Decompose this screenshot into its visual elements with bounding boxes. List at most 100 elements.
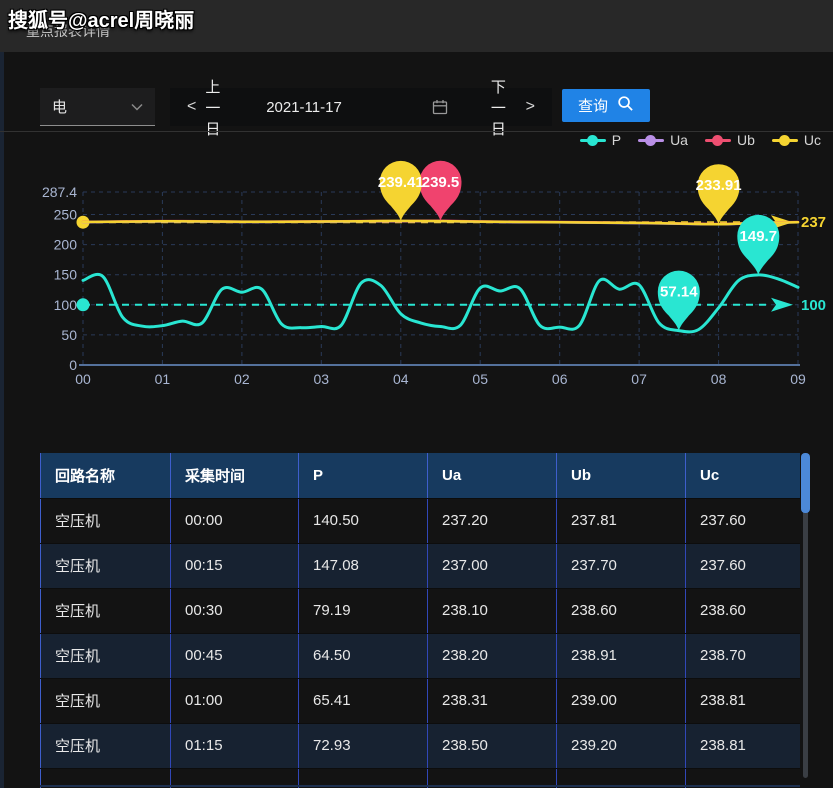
- type-select[interactable]: 电: [40, 88, 155, 126]
- y-axis-label: 50: [61, 327, 77, 343]
- prev-day-button[interactable]: < 上一日: [170, 79, 248, 138]
- marker-pin-Uc-max: 239.41: [378, 160, 424, 221]
- table-cell: 空压机: [40, 588, 171, 634]
- table-cell: 238.10: [427, 588, 557, 634]
- table-cell: 237.60: [685, 498, 800, 544]
- marker-pin-P-min: 57.14: [657, 270, 700, 331]
- y-axis-label: 150: [54, 267, 78, 283]
- table-body: 空压机 00:00 140.50 237.20 237.81 237.60 空压机 00:15…: [40, 498, 800, 788]
- table-cell: 64.50: [298, 633, 428, 679]
- table-cell: 147.08: [298, 543, 428, 589]
- table-cell: 237.20: [427, 498, 557, 544]
- legend-swatch: [704, 134, 731, 146]
- y-axis-label: 200: [54, 237, 78, 253]
- report-table: 回路名称 采集时间 P Ua Ub Uc 空压机 00:00 140.50 237.20 237.…: [40, 453, 800, 788]
- calendar-icon[interactable]: [432, 99, 448, 115]
- legend-swatch: [771, 134, 798, 146]
- left-edge-strip: [0, 52, 4, 788]
- x-axis-label: 00: [75, 371, 91, 387]
- x-axis-label: 04: [393, 371, 409, 387]
- legend-item-Uc[interactable]: Uc: [771, 132, 821, 148]
- table-bottom-border: [40, 785, 800, 787]
- column-header: Uc: [685, 453, 800, 499]
- table-cell: 01:15: [170, 723, 299, 769]
- column-header: 采集时间: [170, 453, 299, 499]
- column-header: Ua: [427, 453, 557, 499]
- table-cell: [685, 768, 800, 788]
- marker-pin-Uc-min: 233.91: [696, 164, 742, 225]
- table-head: 回路名称 采集时间 P Ua Ub Uc: [40, 453, 800, 499]
- table-cell: 238.81: [685, 678, 800, 724]
- table-cell: 空压机: [40, 498, 171, 544]
- x-axis-label: 09: [790, 371, 806, 387]
- report-table-wrap: 回路名称 采集时间 P Ua Ub Uc 空压机 00:00 140.50 237.20 237.…: [40, 453, 800, 788]
- table-cell: 237.70: [556, 543, 686, 589]
- table-row: 空压机 00:30 79.19 238.10 238.60 238.60: [40, 588, 800, 634]
- y-axis-label: 100: [54, 297, 78, 313]
- date-navigation: < 上一日 2021-11-17 下一日 >: [170, 79, 552, 138]
- legend-item-Ua[interactable]: Ua: [638, 132, 688, 148]
- column-header: 回路名称: [40, 453, 171, 499]
- x-axis-label: 08: [711, 371, 727, 387]
- table-cell: [427, 768, 557, 788]
- avg-line-start-dot: [76, 298, 90, 312]
- search-button[interactable]: 查询: [562, 89, 650, 122]
- table-cell: 空压机: [40, 723, 171, 769]
- x-axis-label: 01: [155, 371, 171, 387]
- date-picker-input[interactable]: 2021-11-17: [248, 88, 360, 126]
- legend-label: Ub: [736, 132, 755, 148]
- legend-label: P: [611, 132, 622, 148]
- legend-item-Ub[interactable]: Ub: [704, 132, 755, 148]
- table-cell: [298, 768, 428, 788]
- scrollbar-track[interactable]: [803, 458, 808, 778]
- svg-text:239.5: 239.5: [422, 174, 460, 191]
- table-cell: [556, 768, 686, 788]
- x-axis-label: 07: [631, 371, 647, 387]
- table-cell: 238.50: [427, 723, 557, 769]
- watermark: 搜狐号@acrel周晓丽: [8, 10, 195, 32]
- column-header: P: [298, 453, 428, 499]
- table-cell: [170, 768, 299, 788]
- toolbar-divider: [0, 131, 833, 132]
- table-cell: 00:30: [170, 588, 299, 634]
- table-row: 空压机 00:15 147.08 237.00 237.70 237.60: [40, 543, 800, 589]
- next-day-button[interactable]: 下一日 >: [474, 79, 552, 138]
- table-cell: [40, 768, 171, 788]
- chart-legend: P Ua Ub Uc: [579, 132, 821, 148]
- table-row: 空压机 00:45 64.50 238.20 238.91 238.70: [40, 633, 800, 679]
- x-axis-label: 06: [552, 371, 568, 387]
- table-cell: 238.31: [427, 678, 557, 724]
- chevron-left-icon: <: [187, 98, 197, 115]
- prev-day-label: 上一日: [205, 78, 221, 138]
- page-title: 重点报表详情: [26, 23, 110, 39]
- legend-label: Uc: [803, 132, 821, 148]
- type-select-value: 电: [52, 99, 68, 116]
- search-button-label: 查询: [577, 98, 608, 115]
- table-cell: 00:15: [170, 543, 299, 589]
- table-cell: 00:00: [170, 498, 299, 544]
- scrollbar-thumb[interactable]: [801, 453, 810, 513]
- table-cell: 238.20: [427, 633, 557, 679]
- chevron-right-icon: >: [525, 98, 536, 115]
- table-cell: 238.70: [685, 633, 800, 679]
- table-cell: 237.00: [427, 543, 557, 589]
- svg-text:149.7: 149.7: [740, 228, 778, 245]
- legend-swatch: [579, 134, 606, 146]
- table-cell: 140.50: [298, 498, 428, 544]
- table-cell: 238.60: [556, 588, 686, 634]
- table-cell: 65.41: [298, 678, 428, 724]
- column-header: Ub: [556, 453, 686, 499]
- chart-svg: 0 50 100 150 200 250 287.4 00 01 02 03 04 05 06 07 08 09…: [42, 160, 826, 387]
- date-value: 2021-11-17: [266, 98, 342, 116]
- avg-line-arrow: [771, 297, 793, 312]
- legend-item-P[interactable]: P: [579, 132, 622, 148]
- x-axis-label: 03: [314, 371, 330, 387]
- svg-text:239.41: 239.41: [378, 174, 424, 191]
- x-axis-label: 05: [472, 371, 488, 387]
- y-axis-label: 0: [69, 357, 77, 373]
- legend-label: Ua: [670, 132, 688, 148]
- table-cell: 238.91: [556, 633, 686, 679]
- legend-swatch: [638, 134, 665, 146]
- avg-line-label: 237: [801, 214, 826, 231]
- x-axis-label: 02: [234, 371, 250, 387]
